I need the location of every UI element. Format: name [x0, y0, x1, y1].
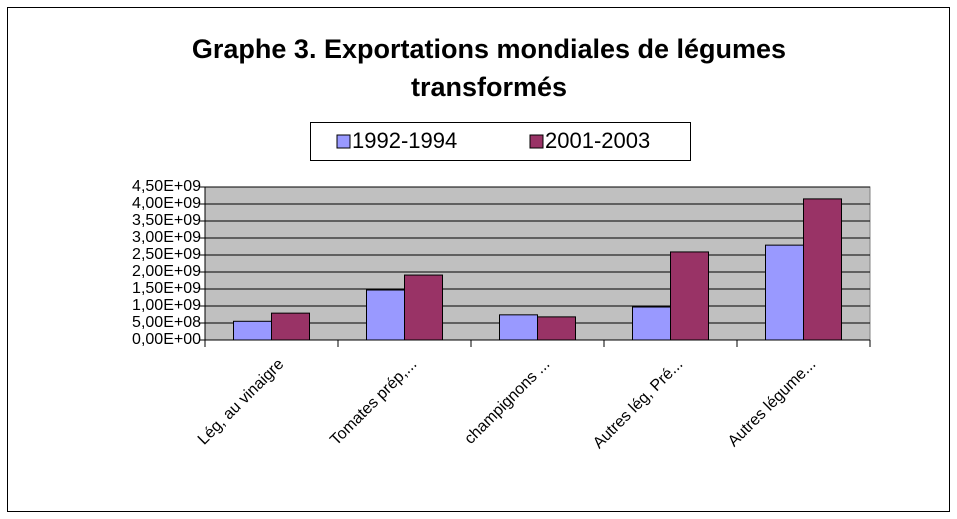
bar — [803, 198, 842, 341]
legend-label: 2001-2003 — [545, 128, 650, 153]
y-tick-label: 3,00E+09 — [132, 229, 201, 246]
y-tick-label: 5,00E+08 — [132, 314, 201, 331]
y-tick-label: 0,00E+00 — [132, 331, 201, 348]
y-tick-label: 1,50E+09 — [132, 280, 201, 297]
bar — [233, 320, 272, 341]
legend-label: 1992-1994 — [352, 128, 457, 153]
bar — [765, 244, 804, 341]
y-tick-label: 2,50E+09 — [132, 246, 201, 263]
bar — [404, 274, 443, 341]
y-tick-label: 2,00E+09 — [132, 263, 201, 280]
legend-swatch — [529, 134, 544, 149]
bar — [271, 312, 310, 341]
y-tick-label: 4,00E+09 — [132, 195, 201, 212]
y-tick-label: 1,00E+09 — [132, 297, 201, 314]
bar — [670, 251, 709, 341]
bar — [366, 289, 405, 341]
bar — [499, 314, 538, 341]
y-tick-label: 4,50E+09 — [132, 178, 201, 195]
bar — [632, 306, 671, 341]
chart-title: Graphe 3. Exportations mondiales de légu… — [191, 34, 787, 102]
y-tick-label: 3,50E+09 — [132, 212, 201, 229]
legend-swatch — [336, 134, 351, 149]
bar — [537, 316, 576, 341]
legend-box — [310, 122, 691, 161]
